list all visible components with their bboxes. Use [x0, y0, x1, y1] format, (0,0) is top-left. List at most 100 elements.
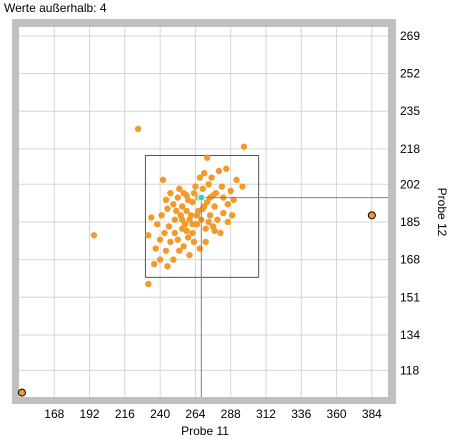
x-tick-label: 192: [80, 407, 100, 421]
data-point: [156, 236, 164, 243]
data-point: [193, 212, 201, 219]
data-point: [192, 183, 199, 190]
data-point: [161, 229, 168, 237]
data-point: [159, 176, 167, 184]
data-point: [189, 220, 196, 228]
data-point: [211, 227, 218, 235]
data-point: [202, 238, 209, 246]
data-point: [199, 205, 206, 212]
data-point: [171, 216, 179, 223]
data-point: [183, 227, 190, 235]
y-axis-title: Probe 12: [435, 188, 449, 237]
plot-area[interactable]: [19, 27, 388, 397]
data-point: [184, 196, 192, 204]
data-point: [223, 165, 230, 172]
data-point: [227, 187, 234, 195]
y-tick-label: 151: [400, 290, 420, 304]
y-tick-label: 185: [400, 215, 420, 229]
x-tick-label: 264: [185, 407, 205, 421]
data-point: [230, 196, 237, 204]
data-point: [90, 232, 98, 239]
data-point: [183, 207, 190, 215]
data-point: [211, 203, 218, 210]
data-point: [164, 205, 171, 212]
data-point: [205, 218, 212, 226]
data-point: [174, 236, 181, 243]
x-tick-label: 168: [44, 407, 64, 421]
grid-lines: [19, 27, 388, 397]
data-point: [201, 170, 208, 177]
data-point: [170, 201, 177, 208]
x-tick-label: 216: [115, 407, 135, 421]
data-point: [224, 218, 231, 226]
data-point: [189, 229, 196, 237]
data-point: [145, 232, 152, 239]
data-point: [148, 214, 155, 221]
y-tick-label: 118: [400, 363, 419, 377]
y-tick-label: 168: [400, 253, 420, 267]
data-point: [174, 194, 181, 201]
outlier-marker: [17, 388, 26, 397]
data-point: [203, 198, 211, 206]
data-point: [180, 243, 187, 250]
data-point: [184, 234, 192, 241]
y-tick-label: 218: [400, 142, 420, 156]
data-point: [173, 207, 180, 215]
data-point: [170, 256, 177, 263]
data-point: [205, 181, 212, 188]
data-point: [164, 263, 171, 270]
x-tick-label: 312: [256, 407, 276, 421]
data-point: [151, 260, 158, 268]
data-point: [215, 167, 223, 175]
data-point: [240, 143, 248, 150]
y-tick-label: 252: [400, 67, 420, 81]
y-tick-label: 269: [400, 29, 420, 43]
data-point: [196, 245, 204, 252]
data-point: [190, 238, 198, 246]
data-point: [228, 212, 236, 219]
data-point: [186, 252, 193, 259]
data-point: [165, 223, 173, 230]
data-point: [209, 192, 217, 199]
data-point: [156, 256, 164, 263]
selection-box: [144, 155, 260, 278]
data-point: [196, 174, 204, 181]
data-point: [203, 154, 211, 161]
data-point: [134, 125, 142, 133]
data-point: [162, 196, 170, 204]
data-point: [178, 216, 186, 223]
outliers-status-text: Werte außerhalb: 4: [4, 1, 107, 15]
data-point: [167, 189, 174, 197]
data-point: [220, 209, 227, 217]
x-tick-label: 384: [362, 407, 382, 421]
data-point: [171, 229, 179, 237]
data-point: [214, 216, 221, 223]
data-marks: [17, 125, 388, 397]
x-tick-label: 336: [291, 407, 311, 421]
data-point: [218, 183, 226, 190]
x-tick-label: 240: [150, 407, 170, 421]
data-point: [176, 185, 183, 192]
y-tick-label: 134: [400, 328, 420, 342]
data-point: [145, 280, 152, 288]
data-point: [239, 183, 246, 190]
data-point: [162, 247, 170, 254]
data-point: [217, 229, 224, 237]
data-point: [153, 220, 161, 228]
data-point: [180, 189, 187, 197]
data-point: [224, 201, 231, 208]
y-tick-label: 202: [400, 177, 420, 191]
data-point: [187, 212, 195, 219]
data-point: [206, 212, 214, 219]
data-point: [202, 225, 209, 232]
data-point: [233, 176, 240, 184]
data-point: [176, 247, 183, 254]
outlier-marker: [367, 211, 376, 220]
selected-data-point: [197, 193, 206, 202]
data-point: [199, 185, 206, 192]
data-point: [208, 174, 215, 181]
axis-tick-labels: 168 192 216 240 264 288 312 336 360 384 118 134 151 1…: [44, 29, 420, 421]
x-tick-label: 288: [221, 407, 241, 421]
x-axis-title: Probe 11: [181, 424, 229, 438]
